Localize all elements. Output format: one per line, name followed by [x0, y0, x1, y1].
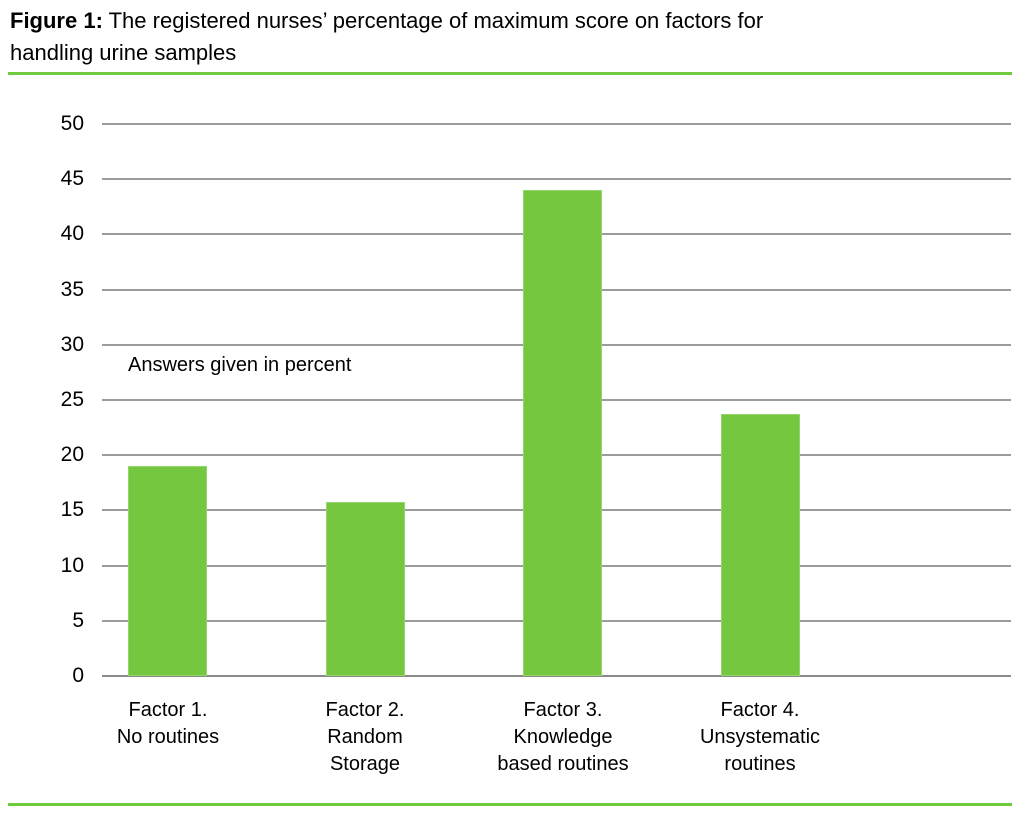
- y-tick-label-15: 15: [60, 498, 84, 521]
- y-tick-label-45: 45: [60, 167, 84, 190]
- y-tick-label-20: 20: [60, 443, 84, 466]
- y-tick-label-30: 30: [60, 333, 84, 356]
- bar-factor-4: [721, 414, 800, 676]
- y-tick-label-50: 50: [60, 112, 84, 135]
- x-axis: Factor 1. No routines Factor 2. Random St…: [102, 697, 1011, 797]
- bottom-divider-line: [8, 803, 1012, 806]
- bar-factor-1: [128, 466, 207, 676]
- x-axis-label-factor-2: Factor 2. Random Storage: [325, 699, 405, 775]
- gridline-0: [102, 675, 1011, 677]
- y-axis: 0 5 10 15 20 25 30 35 40 45 50: [0, 112, 84, 687]
- figure-caption-line2: handling urine samples: [10, 40, 237, 65]
- figure-caption-line1: The registered nurses’ percentage of max…: [102, 8, 764, 33]
- x-axis-label-factor-1: Factor 1. No routines: [116, 699, 220, 748]
- top-divider-line: [8, 72, 1012, 75]
- bar-factor-3: [523, 190, 602, 676]
- x-axis-label-factor-4: Factor 4. Unsystematic routines: [699, 699, 821, 775]
- figure-caption: Figure 1: The registered nurses’ percent…: [10, 5, 1010, 69]
- y-tick-label-5: 5: [72, 609, 84, 632]
- gridline-45: [102, 178, 1011, 180]
- y-tick-label-10: 10: [60, 554, 84, 577]
- bar-factor-2: [326, 502, 405, 676]
- y-tick-label-40: 40: [60, 222, 84, 245]
- chart-annotation: Answers given in percent: [128, 354, 352, 376]
- y-tick-label-25: 25: [60, 388, 84, 411]
- figure-caption-label: Figure 1:: [10, 8, 103, 33]
- x-axis-label-factor-3: Factor 3. Knowledge based routines: [497, 699, 629, 775]
- y-tick-label-35: 35: [60, 278, 84, 301]
- gridline-50: [102, 123, 1011, 125]
- plot-area: Answers given in percent: [102, 123, 1011, 677]
- y-tick-label-0: 0: [72, 664, 84, 687]
